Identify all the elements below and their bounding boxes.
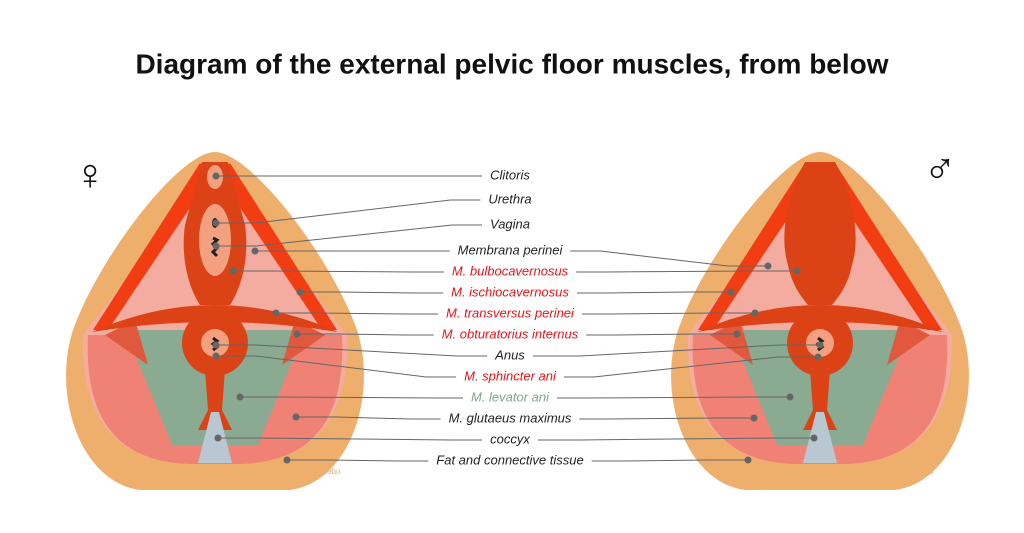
leader-dot: [292, 413, 300, 421]
leader-line: [581, 312, 755, 315]
label: Anus: [494, 347, 525, 362]
leader-dot: [814, 353, 822, 361]
label: M. bulbocavernosus: [452, 263, 569, 278]
leader-dot: [727, 288, 735, 296]
leader-dot: [751, 309, 759, 317]
male-symbol: ♂: [924, 145, 957, 194]
leader-line: [216, 355, 457, 378]
leader-dot: [212, 352, 220, 360]
watermark: hastebo: [312, 467, 341, 476]
leader-dot: [293, 330, 301, 338]
title: Diagram of the external pelvic floor mus…: [135, 48, 888, 79]
leader-line: [297, 333, 434, 336]
label: M. levator ani: [471, 389, 550, 404]
leader-dot: [251, 247, 259, 255]
label: Urethra: [488, 191, 531, 206]
leader-dot: [733, 330, 741, 338]
label: coccyx: [490, 431, 530, 446]
leader-line: [576, 291, 731, 294]
leader-dot: [214, 434, 222, 442]
label: Vagina: [490, 216, 530, 231]
leader-dot: [793, 267, 801, 275]
leader-line: [579, 417, 754, 420]
leader-line: [532, 344, 820, 357]
leader-dot: [744, 456, 752, 464]
leader-line: [233, 270, 444, 273]
watermark: hastebo: [905, 467, 934, 476]
leader-line: [296, 416, 441, 420]
label: Clitoris: [490, 167, 530, 182]
leader-line: [216, 344, 488, 357]
leader-line: [570, 250, 768, 267]
leader-dot: [236, 393, 244, 401]
leader-line: [537, 437, 814, 441]
leader-dot: [786, 393, 794, 401]
leader-dot: [816, 341, 824, 349]
labels: Clitoris Urethra Vagina Membrana perinei M. …: [212, 167, 824, 467]
label: M. transversus perinei: [446, 305, 575, 320]
leader-line: [563, 356, 818, 378]
leader-line: [218, 437, 483, 441]
leader-dot: [229, 267, 237, 275]
leader-dot: [764, 262, 772, 270]
label: M. glutaeus maximus: [449, 410, 572, 425]
leader-dot: [212, 172, 220, 180]
male-pelvis: ♂ hastebo: [671, 145, 969, 490]
label: M. obturatorius internus: [442, 326, 579, 341]
leader-line: [591, 459, 748, 462]
leader-line: [557, 396, 790, 399]
leader-line: [586, 333, 737, 336]
leader-line: [287, 459, 429, 462]
leader-dot: [283, 456, 291, 464]
leader-dot: [212, 242, 220, 250]
label: Membrana perinei: [458, 242, 564, 257]
leader-line: [216, 224, 482, 247]
leader-dot: [212, 219, 220, 227]
label: M. ischiocavernosus: [451, 284, 569, 299]
leader-line: [276, 312, 439, 315]
leader-dot: [272, 309, 280, 317]
leader-dot: [810, 434, 818, 442]
label: M. sphincter ani: [464, 368, 557, 383]
leader-line: [576, 270, 797, 273]
leader-dot: [750, 414, 758, 422]
leader-line: [300, 291, 444, 294]
female-symbol: ♀: [74, 151, 107, 200]
leader-line: [240, 396, 463, 399]
leader-line: [216, 199, 481, 224]
leader-dot: [212, 341, 220, 349]
label: Fat and connective tissue: [436, 452, 583, 467]
leader-dot: [296, 288, 304, 296]
